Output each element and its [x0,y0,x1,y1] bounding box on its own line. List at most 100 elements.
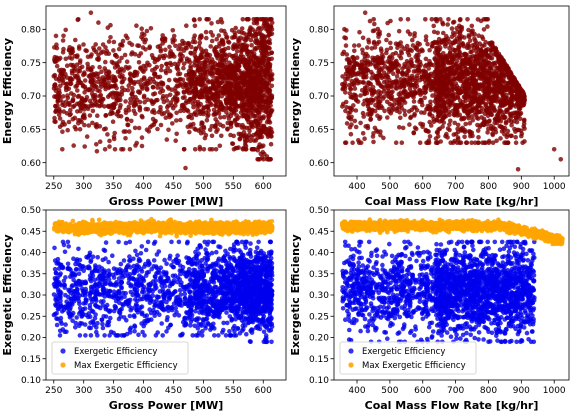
data-point [486,140,492,145]
data-point [248,37,254,43]
data-point [81,42,86,47]
data-point [228,124,234,129]
data-point [495,82,500,87]
data-point [167,112,173,117]
data-point [169,87,174,92]
data-point [443,44,448,49]
data-point [428,106,434,112]
data-point [208,96,213,101]
data-point [86,123,92,128]
data-point [499,90,505,96]
data-point [256,144,262,150]
data-point [464,68,469,73]
data-point [507,90,513,96]
y-tick-label: 0.80 [21,26,41,36]
data-point [188,96,194,102]
data-point [89,101,94,106]
data-point [436,52,442,58]
data-point [209,102,214,107]
data-point [509,119,514,125]
data-point [76,93,82,99]
data-point [103,126,108,131]
data-point [127,129,132,134]
data-point [486,99,492,105]
data-point [381,135,386,141]
data-point [126,104,132,110]
data-point [444,74,449,79]
data-point [130,89,135,95]
data-point [490,140,496,145]
data-point [518,128,524,133]
data-point [267,46,272,51]
y-tick-label: 0.80 [309,26,329,36]
data-point [436,108,442,114]
data-point [197,40,203,46]
data-point [462,35,467,40]
data-point [212,81,217,86]
data-point [164,61,169,67]
data-point [251,61,257,66]
data-point [435,45,440,50]
data-point [485,109,490,115]
data-point [53,94,59,100]
data-point [447,122,452,127]
data-point [192,60,197,65]
data-point [201,130,206,135]
data-point [354,61,360,66]
data-point [477,71,482,77]
data-point [203,48,209,54]
data-point [479,105,485,111]
data-point [386,106,392,112]
data-point [357,29,362,35]
data-point [269,20,275,26]
data-point [170,28,176,33]
data-point [215,19,221,25]
data-point [372,21,377,27]
data-point [376,105,382,111]
data-point [210,73,215,79]
data-point [65,127,70,133]
x-tick-label: 500 [195,182,212,192]
data-point [141,69,146,74]
data-point [411,69,417,74]
data-point [217,62,222,67]
data-point [70,98,76,104]
data-point [123,136,128,141]
data-point [441,91,447,96]
data-point [402,46,407,51]
data-point [413,105,418,110]
data-point [82,107,87,112]
data-point [243,139,248,145]
data-point [97,139,103,144]
data-point [486,126,491,132]
data-point [267,88,273,94]
data-point [236,67,241,73]
data-point [457,33,462,39]
data-point [358,65,364,71]
data-point [93,123,99,128]
data-point [420,124,425,129]
data-point [375,129,381,134]
data-point [172,61,178,67]
data-point [230,63,235,69]
data-point [79,64,85,70]
data-point [384,37,389,43]
y-tick-label: 0.65 [309,126,329,136]
data-point [382,86,387,91]
data-point [163,115,169,120]
data-point [238,132,244,138]
data-point [142,333,147,338]
data-point [420,76,425,82]
data-point [199,92,205,97]
data-point [65,93,70,98]
data-point [215,119,220,125]
data-point [124,117,130,122]
data-point [365,101,371,107]
data-point [207,147,213,152]
data-point [76,78,82,84]
data-point [473,78,479,84]
data-point [231,147,237,152]
data-point [473,84,478,90]
data-point [204,52,209,58]
data-point [181,65,186,71]
